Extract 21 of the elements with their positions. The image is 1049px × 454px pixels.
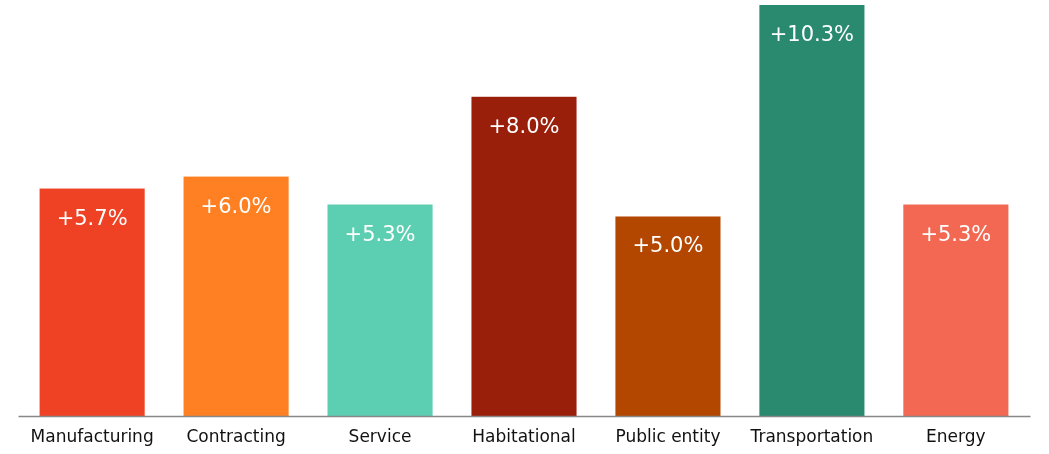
bar bbox=[327, 204, 433, 416]
data-label: +5.7% bbox=[56, 205, 128, 230]
x-tick-label: Manufacturing bbox=[30, 426, 154, 447]
data-label: +8.0% bbox=[488, 113, 560, 138]
x-tick-label: Energy bbox=[926, 426, 986, 447]
bar bbox=[759, 5, 865, 416]
x-tick-label: Service bbox=[348, 426, 412, 447]
x-tick-label: Contracting bbox=[186, 426, 286, 447]
x-tick-label: Public entity bbox=[615, 426, 721, 447]
data-label: +6.0% bbox=[200, 193, 272, 218]
data-label: +10.3% bbox=[769, 22, 855, 46]
bar bbox=[183, 176, 289, 416]
bar bbox=[615, 216, 721, 416]
bar bbox=[39, 188, 145, 416]
data-label: +5.3% bbox=[344, 221, 416, 246]
data-label: +5.0% bbox=[632, 233, 704, 258]
bar bbox=[903, 204, 1009, 416]
data-label: +5.3% bbox=[920, 221, 992, 246]
x-tick-label: Habitational bbox=[472, 426, 576, 447]
bar bbox=[471, 96, 577, 416]
x-tick-label: Transportation bbox=[749, 426, 874, 447]
